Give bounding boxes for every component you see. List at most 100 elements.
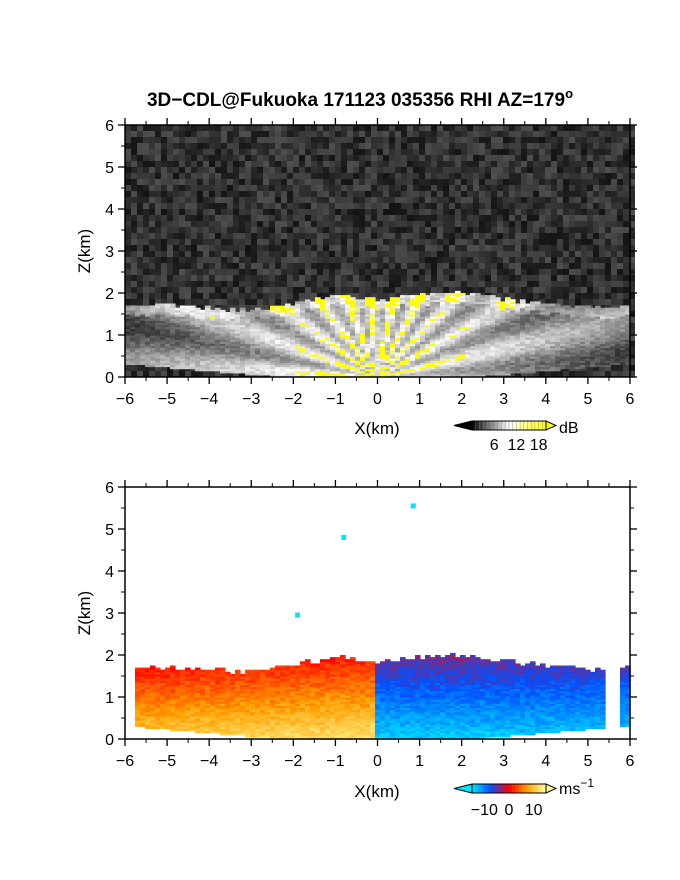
noise-cell [455, 179, 461, 185]
noise-cell [257, 167, 263, 173]
reflectivity-cell [145, 345, 151, 349]
reflectivity-cell [185, 328, 191, 332]
noise-cell [491, 221, 497, 227]
noise-cell [473, 287, 479, 293]
noise-cell [365, 251, 371, 257]
noise-cell [581, 155, 587, 161]
noise-cell [563, 221, 569, 227]
noise-cell [509, 281, 515, 287]
noise-cell [551, 203, 557, 209]
reflectivity-cell [215, 318, 221, 321]
noise-cell [341, 155, 347, 161]
noise-cell [311, 125, 317, 131]
noise-cell [281, 173, 287, 179]
reflectivity-cell [155, 341, 161, 344]
noise-cell [203, 275, 209, 281]
noise-cell [503, 215, 509, 221]
reflectivity-cell [150, 332, 156, 336]
noise-cell [263, 275, 269, 281]
noise-cell [617, 155, 623, 161]
reflectivity-cell [165, 303, 171, 307]
noise-cell [557, 131, 563, 137]
noise-cell [161, 365, 167, 371]
noise-cell [479, 281, 485, 287]
noise-cell [617, 221, 623, 227]
reflectivity-cell [320, 311, 326, 315]
noise-cell [281, 275, 287, 281]
reflectivity-cell [200, 364, 206, 368]
reflectivity-cell [255, 335, 261, 338]
reflectivity-cell [160, 364, 166, 368]
noise-cell [581, 185, 587, 191]
reflectivity-cell [315, 307, 321, 311]
noise-cell [251, 221, 257, 227]
noise-cell [569, 239, 575, 245]
noise-cell [335, 203, 341, 209]
noise-cell [497, 161, 503, 167]
reflectivity-cell [290, 366, 296, 370]
reflectivity-cell [325, 320, 331, 323]
reflectivity-cell [170, 330, 176, 334]
noise-cell [377, 149, 383, 155]
reflectivity-cell [155, 309, 161, 313]
noise-cell [443, 281, 449, 287]
noise-cell [149, 137, 155, 143]
noise-cell [599, 179, 605, 185]
noise-cell [557, 209, 563, 215]
noise-cell [215, 293, 221, 299]
noise-cell [401, 191, 407, 197]
noise-cell [431, 233, 437, 239]
reflectivity-cell [220, 347, 226, 351]
noise-cell [125, 191, 131, 197]
noise-cell [155, 371, 161, 377]
noise-cell [431, 167, 437, 173]
reflectivity-cell [195, 328, 201, 332]
noise-cell [557, 215, 563, 221]
noise-cell [509, 371, 515, 377]
reflectivity-cell [340, 309, 346, 313]
noise-cell [239, 239, 245, 245]
noise-cell [629, 335, 635, 341]
noise-cell [461, 269, 467, 275]
noise-cell [515, 173, 521, 179]
noise-cell [191, 161, 197, 167]
noise-cell [137, 167, 143, 173]
reflectivity-cell [290, 356, 296, 359]
reflectivity-cell [255, 353, 261, 357]
noise-cell [287, 293, 293, 299]
noise-cell [443, 245, 449, 251]
noise-cell [149, 233, 155, 239]
noise-cell [389, 293, 395, 299]
noise-cell [443, 143, 449, 149]
noise-cell [347, 131, 353, 137]
reflectivity-cell [195, 332, 201, 336]
reflectivity-cell [130, 339, 136, 342]
reflectivity-cell [200, 318, 206, 321]
noise-cell [575, 155, 581, 161]
noise-cell [179, 155, 185, 161]
noise-cell [485, 197, 491, 203]
reflectivity-cell [245, 343, 251, 347]
noise-cell [455, 137, 461, 143]
reflectivity-cell [145, 307, 151, 311]
reflectivity-cell [215, 347, 221, 351]
noise-cell [545, 215, 551, 221]
reflectivity-cell [125, 320, 131, 323]
noise-cell [557, 233, 563, 239]
noise-cell [461, 281, 467, 287]
reflectivity-cell [135, 316, 141, 319]
reflectivity-cell [265, 366, 271, 370]
noise-cell [605, 251, 611, 257]
noise-cell [155, 197, 161, 203]
noise-cell [521, 143, 527, 149]
noise-cell [125, 299, 131, 305]
reflectivity-cell [320, 337, 326, 340]
reflectivity-cell [320, 299, 326, 302]
noise-cell [401, 149, 407, 155]
reflectivity-cell [310, 330, 316, 334]
reflectivity-cell [175, 349, 181, 353]
noise-cell [485, 137, 491, 143]
reflectivity-cell [300, 370, 306, 374]
reflectivity-cell [285, 343, 291, 347]
noise-cell [383, 191, 389, 197]
